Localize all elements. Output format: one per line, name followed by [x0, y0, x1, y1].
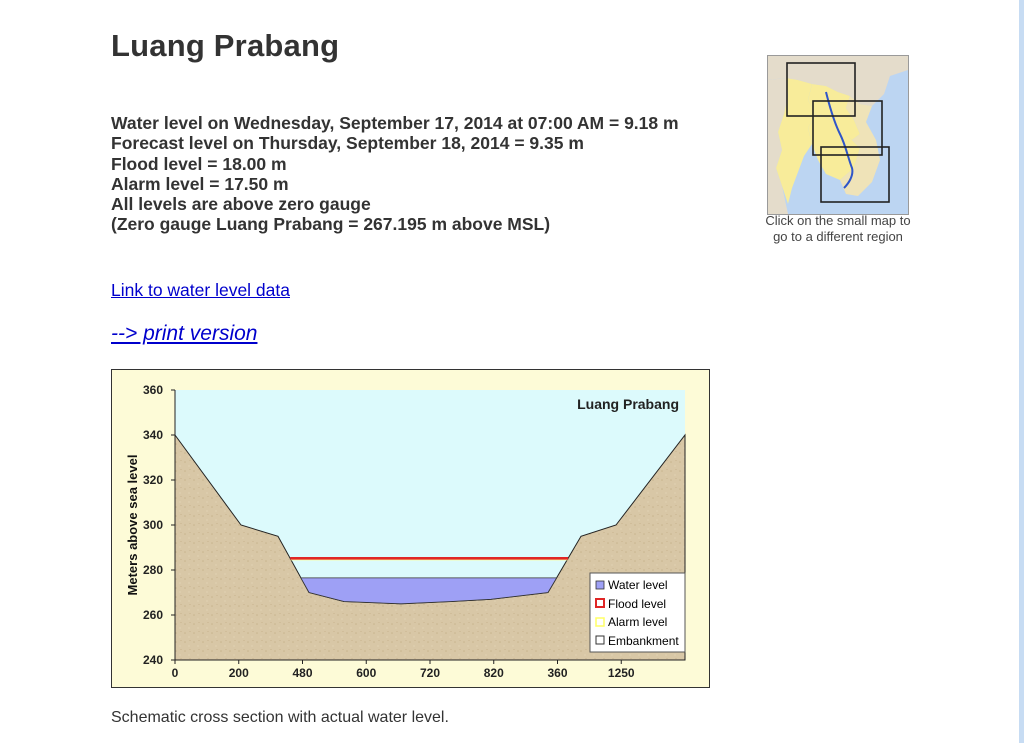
forecast-level: Forecast level on Thursday, September 18…	[111, 133, 584, 154]
chart-title: Luang Prabang	[577, 396, 679, 412]
legend-box	[589, 572, 686, 653]
y-tick-label: 360	[143, 383, 163, 397]
map-region-box-north	[786, 62, 856, 117]
page-title: Luang Prabang	[111, 28, 340, 63]
y-tick-label: 280	[143, 563, 163, 577]
map-region-box-south	[820, 146, 890, 203]
x-tick-label: 360	[547, 666, 567, 680]
chart-caption: Schematic cross section with actual wate…	[111, 709, 449, 726]
water-body	[300, 577, 558, 605]
y-tick-label: 320	[143, 473, 163, 487]
water-level-data-link[interactable]: Link to water level data	[111, 280, 290, 300]
zero-gauge-value: (Zero gauge Luang Prabang = 267.195 m ab…	[111, 214, 551, 235]
legend-water-level: Water level	[608, 578, 668, 592]
print-version-link[interactable]: --> print version	[111, 322, 258, 345]
map-mekong-river	[825, 91, 854, 189]
map-caption: Click on the small map to go to a differ…	[765, 213, 911, 244]
legend-embankment: Embankment	[608, 634, 679, 648]
legend-swatch-alarm	[595, 617, 605, 627]
current-water-level: Water level on Wednesday, September 17, …	[111, 113, 679, 133]
legend-alarm-level: Alarm level	[608, 615, 667, 629]
y-tick-label: 240	[143, 653, 163, 667]
x-axis-ticks: 0 200 480 600 720 820 360 1250	[172, 660, 635, 680]
x-tick-label: 820	[484, 666, 504, 680]
legend-flood-level: Flood level	[608, 597, 666, 611]
y-tick-label: 340	[143, 428, 163, 442]
legend-swatch-embankment	[595, 635, 605, 645]
map-land-north	[768, 56, 908, 106]
map-laos	[808, 84, 860, 140]
map-land-peninsula	[768, 78, 788, 214]
x-tick-label: 1250	[608, 666, 635, 680]
legend-swatch-flood	[595, 598, 605, 608]
y-tick-label: 260	[143, 608, 163, 622]
y-tick-label: 300	[143, 518, 163, 532]
map-vietnam	[840, 96, 880, 196]
cross-section-chart: 240 260 280 300 320 340 360 0 200 480 600 720 820 36…	[111, 369, 710, 688]
flood-level: Flood level = 18.00 m	[111, 153, 287, 174]
region-map[interactable]	[767, 55, 909, 215]
zero-gauge-note: All levels are above zero gauge	[111, 194, 371, 215]
water-level-info: Water level on Wednesday, September 17, …	[111, 113, 679, 235]
x-tick-label: 480	[292, 666, 312, 680]
chart-legend: Water level Flood level Alarm level Emba…	[589, 572, 686, 653]
page-right-border	[1019, 0, 1024, 743]
legend-swatch-water	[595, 580, 605, 590]
alarm-level: Alarm level = 17.50 m	[111, 173, 289, 194]
x-tick-label: 720	[420, 666, 440, 680]
x-tick-label: 0	[172, 666, 179, 680]
x-tick-label: 600	[356, 666, 376, 680]
x-tick-label: 200	[229, 666, 249, 680]
map-region-box-center	[812, 100, 883, 156]
y-axis-label: Meters above sea level	[125, 455, 140, 596]
y-axis-ticks: 240 260 280 300 320 340 360	[143, 383, 175, 667]
map-thailand	[776, 78, 816, 204]
